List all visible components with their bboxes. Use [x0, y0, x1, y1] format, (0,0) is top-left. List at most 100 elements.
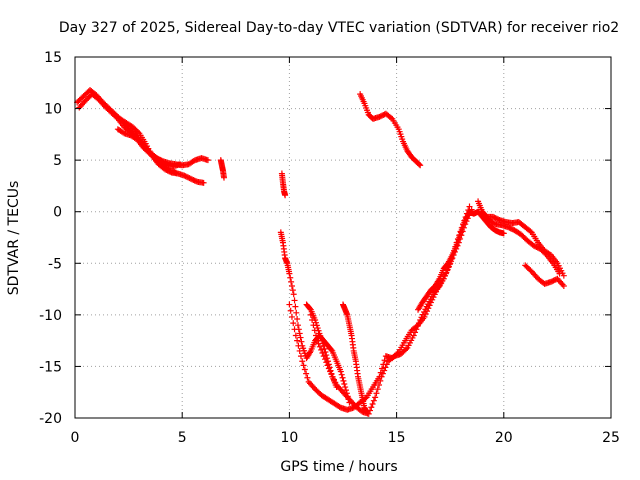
data-point [288, 278, 295, 285]
data-point [288, 313, 295, 320]
series-sat-m [475, 198, 567, 279]
data-point [320, 342, 327, 349]
data-point [417, 162, 424, 169]
x-tick-label: 10 [280, 430, 298, 446]
data-point [204, 157, 211, 164]
data-point [312, 317, 319, 324]
data-point [342, 384, 349, 391]
data-point [316, 343, 323, 350]
data-point [306, 305, 313, 312]
data-point [376, 381, 383, 388]
series-sat-o [522, 262, 567, 289]
data-point [417, 317, 424, 324]
y-tick-label: -10 [39, 308, 62, 324]
data-point [560, 282, 567, 289]
data-point [422, 306, 429, 313]
data-points [74, 87, 567, 417]
y-tick-label: 5 [53, 153, 62, 169]
data-point [414, 323, 421, 330]
data-point [324, 355, 331, 362]
data-point [294, 322, 301, 329]
y-tick-label: -5 [48, 256, 62, 272]
data-point [324, 358, 331, 365]
data-point [382, 364, 389, 371]
data-point [419, 311, 426, 318]
data-point [339, 374, 346, 381]
data-point [369, 400, 376, 407]
series-sat-c [117, 115, 207, 186]
data-point [403, 346, 410, 353]
series-sat-k [340, 301, 370, 415]
data-point [290, 291, 297, 298]
data-point [527, 228, 534, 235]
data-point [412, 329, 419, 336]
chart-title: Day 327 of 2025, Sidereal Day-to-day VTE… [59, 20, 619, 36]
data-point [560, 272, 567, 279]
data-point [415, 320, 422, 327]
data-point [421, 308, 428, 315]
data-point [288, 282, 295, 289]
data-point [416, 161, 423, 168]
data-point [442, 270, 449, 277]
data-point [377, 377, 384, 384]
data-point [374, 386, 381, 393]
data-point [327, 367, 334, 374]
data-point [292, 332, 299, 339]
data-point [556, 270, 563, 277]
data-point [297, 353, 304, 360]
series-sat-p [415, 208, 507, 313]
data-point [370, 397, 377, 404]
data-point [383, 361, 390, 368]
series-sat-g [277, 229, 353, 406]
data-point [321, 345, 328, 352]
data-point [291, 326, 298, 333]
data-point [200, 179, 207, 186]
data-point [318, 346, 325, 353]
data-point [287, 307, 294, 314]
data-point [500, 230, 507, 237]
data-point [338, 371, 345, 378]
data-point [325, 361, 332, 368]
data-point [413, 326, 420, 333]
data-point [326, 364, 333, 371]
y-axis-label: SDTVAR / TECUs [6, 181, 22, 296]
data-point [373, 390, 380, 397]
data-point [328, 370, 335, 377]
data-point [314, 325, 321, 332]
series-sat-f [278, 170, 289, 199]
data-point [466, 203, 473, 210]
data-point [388, 114, 395, 121]
y-tick-label: 10 [44, 102, 62, 118]
data-point [296, 330, 303, 337]
data-point [287, 274, 294, 281]
data-point [294, 315, 301, 322]
data-point [418, 314, 425, 321]
data-point [290, 320, 297, 327]
series-sat-e [217, 157, 228, 181]
data-point [298, 338, 305, 345]
x-axis-label: GPS time / hours [280, 459, 397, 475]
data-point [319, 350, 326, 357]
data-point [337, 368, 344, 375]
data-point [297, 334, 304, 341]
data-point [291, 297, 298, 304]
x-tick-label: 20 [495, 430, 513, 446]
data-point [293, 309, 300, 316]
data-point [289, 287, 296, 294]
y-tick-label: 0 [53, 205, 62, 221]
data-point [295, 342, 302, 349]
x-tick-label: 25 [602, 430, 620, 446]
data-point [300, 362, 307, 369]
y-tick-label: -15 [39, 359, 62, 375]
data-point [294, 337, 301, 344]
data-point [333, 384, 340, 391]
data-point [299, 358, 306, 365]
data-point [303, 370, 310, 377]
data-point [286, 301, 293, 308]
data-point [315, 327, 322, 334]
data-point [328, 346, 335, 353]
data-point [363, 408, 370, 415]
ticks: 0 5 10 15 20 25 -20 -15 -10 -5 0 5 10 15 [39, 50, 620, 446]
series-sat-d [114, 126, 211, 169]
